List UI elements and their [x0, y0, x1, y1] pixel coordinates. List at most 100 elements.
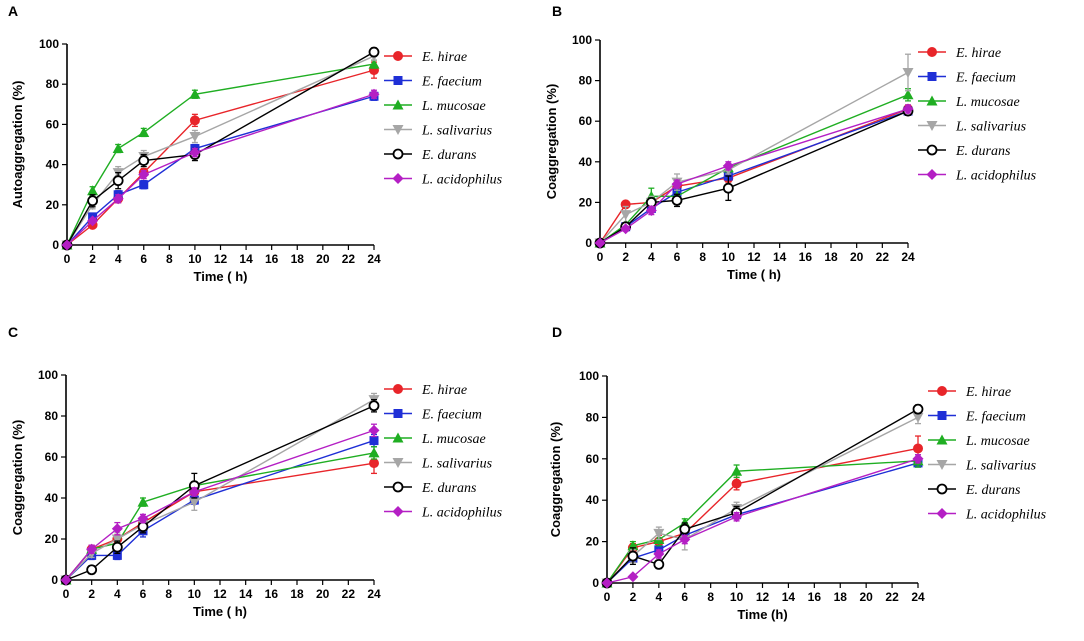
series-line [65, 405, 375, 581]
legend-marker [936, 434, 948, 445]
series-line [66, 55, 375, 246]
data-point [112, 550, 122, 560]
x-tick-label: 2 [88, 587, 95, 601]
data-point [601, 577, 613, 589]
x-axis-title: Time ( h) [194, 269, 248, 284]
data-point [369, 436, 379, 446]
legend-item: E. faecium [928, 410, 1026, 425]
legend-label: L. acidophilus [421, 506, 503, 521]
legend-marker [927, 72, 937, 81]
y-tick-label: 100 [579, 369, 599, 383]
legend-item: E. hirae [384, 383, 467, 398]
legend-item: E. hirae [928, 385, 1011, 400]
y-tick-label: 0 [51, 573, 58, 587]
series-e-hirae [602, 435, 923, 588]
data-point [627, 571, 639, 583]
series-e-hirae [61, 452, 379, 585]
legend-marker [936, 483, 948, 495]
x-tick-label: 18 [834, 590, 848, 604]
legend-label: L. acidophilus [965, 508, 1047, 523]
x-tick-label: 10 [188, 587, 202, 601]
legend-label: L. salivarius [421, 124, 493, 139]
panel-label: B [552, 3, 562, 19]
legend-item: L. acidophilus [918, 169, 1037, 184]
legend-marker [392, 432, 404, 443]
y-tick-label: 40 [586, 493, 600, 507]
legend-marker [926, 121, 938, 131]
x-axis-title: Time (h) [737, 607, 787, 622]
legend: E. hirae E. faecium L. mucosae L. salivariu… [928, 385, 1047, 523]
series-e-faecium [61, 433, 379, 585]
x-tick-label: 24 [911, 590, 925, 604]
legend-item: E. hirae [384, 50, 467, 65]
legend-marker [926, 95, 938, 106]
series-line [65, 452, 375, 581]
legend-label: E. hirae [421, 50, 467, 65]
legend-marker [393, 76, 403, 85]
x-tick-label: 6 [681, 590, 688, 604]
x-tick-label: 22 [342, 587, 356, 601]
data-point [112, 175, 124, 187]
data-point [87, 185, 99, 196]
y-axis-title: Coaggregation (%) [548, 422, 563, 538]
legend-item: L. salivarius [928, 459, 1037, 474]
data-point [188, 486, 200, 498]
data-point [112, 193, 124, 205]
x-tick-label: 8 [166, 252, 173, 266]
x-tick-label: 10 [730, 590, 744, 604]
legend-marker [393, 409, 403, 418]
legend-label: E. faecium [421, 408, 482, 423]
series-e-durans [594, 105, 914, 249]
panel-label: D [552, 324, 562, 340]
x-tick-label: 12 [213, 587, 227, 601]
series-l-acidophilus [61, 88, 380, 251]
data-point [188, 497, 200, 508]
series-line [65, 398, 375, 581]
data-point [138, 169, 150, 181]
legend-item: E. faecium [384, 408, 482, 423]
data-point [111, 523, 123, 535]
legend-item: E. durans [928, 483, 1021, 498]
series-line [599, 71, 909, 244]
x-tick-label: 18 [291, 252, 305, 266]
data-point [111, 534, 123, 545]
x-tick-label: 16 [265, 252, 279, 266]
legend-marker [936, 460, 948, 470]
legend-item: L. salivarius [384, 124, 493, 139]
legend-label: L. acidophilus [955, 169, 1037, 184]
data-point [731, 478, 742, 489]
series-e-faecium [602, 458, 923, 588]
legend-item: E. faecium [918, 71, 1016, 86]
y-tick-label: 40 [45, 491, 59, 505]
legend-marker [392, 506, 404, 517]
legend-label: E. hirae [955, 46, 1001, 61]
legend-item: L. acidophilus [384, 173, 503, 188]
legend-item: E. faecium [384, 75, 482, 90]
x-tick-label: 20 [850, 250, 864, 264]
x-tick-label: 20 [316, 252, 330, 266]
x-tick-label: 0 [597, 250, 604, 264]
data-point [912, 453, 924, 465]
data-point [369, 458, 379, 469]
data-point [912, 412, 924, 423]
legend-label: L. mucosae [421, 99, 486, 114]
data-point [620, 223, 632, 235]
y-tick-label: 60 [45, 450, 59, 464]
legend-label: E. hirae [421, 383, 467, 398]
data-point [368, 424, 380, 436]
x-tick-label: 4 [115, 252, 122, 266]
x-tick-label: 20 [316, 587, 330, 601]
x-tick-label: 16 [808, 590, 822, 604]
y-tick-label: 0 [52, 238, 59, 252]
legend: E. hirae E. faecium L. mucosae L. salivariu… [918, 46, 1037, 184]
x-tick-label: 16 [799, 250, 813, 264]
x-tick-label: 20 [859, 590, 873, 604]
data-point [137, 513, 149, 524]
y-tick-label: 80 [579, 74, 593, 88]
legend-item: L. mucosae [918, 95, 1020, 110]
data-point [189, 88, 201, 99]
series-line [66, 95, 375, 246]
